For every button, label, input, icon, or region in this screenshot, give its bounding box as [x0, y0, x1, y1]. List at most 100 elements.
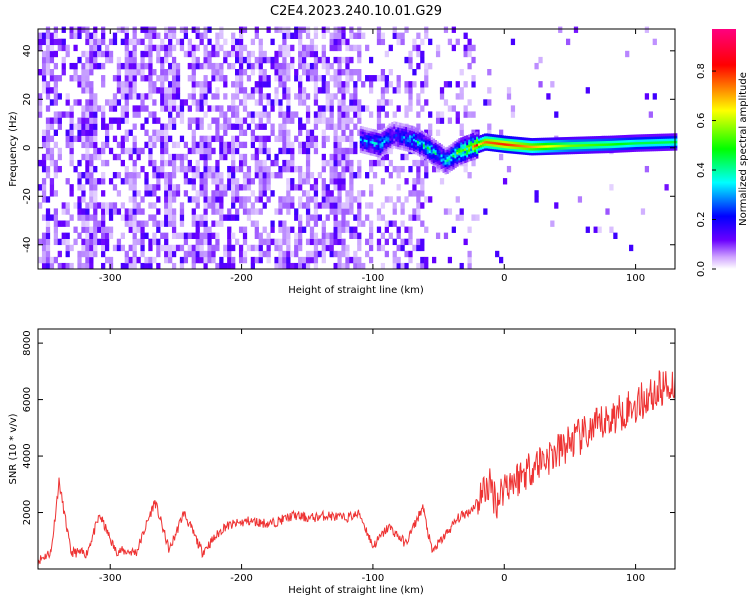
spectrogram-noise-cell [45, 214, 51, 221]
spectrogram-signal-cell [596, 143, 599, 147]
spectrogram-noise-cell [447, 256, 453, 264]
spectrogram-signal-cell [671, 135, 674, 139]
spectrogram-noise-cell [424, 226, 429, 233]
spectrogram-signal-cell [570, 151, 573, 155]
spectrogram-signal-cell [578, 143, 581, 147]
spectrogram-noise-cell [152, 159, 157, 167]
spectrogram-signal-cell [505, 150, 508, 154]
spectrogram-signal-cell [661, 136, 664, 139]
spectrogram-noise-cell [250, 256, 256, 264]
spectrogram-signal-cell [426, 158, 430, 162]
spectrogram-noise-cell [203, 87, 208, 94]
spectrogram-signal-cell [611, 140, 615, 144]
spectrogram-signal-cell [673, 135, 676, 139]
spectrogram-signal-cell [554, 139, 558, 143]
spectrogram-noise-cell [250, 87, 256, 94]
spectrogram-noise-cell [309, 232, 315, 239]
spectrogram-signal-cell [387, 125, 390, 128]
spectrogram-noise-cell [199, 99, 204, 106]
spectrogram-signal-cell [369, 142, 373, 146]
spectrogram-noise-cell [368, 165, 374, 173]
spectrogram-noise-cell [77, 81, 82, 88]
spectrogram-noise-cell [164, 250, 169, 258]
spectrogram-noise-cell [132, 250, 137, 258]
spectrogram-signal-cell [416, 147, 420, 151]
spectrogram-noise-cell [231, 62, 236, 70]
spectrogram-signal-cell [629, 146, 633, 150]
spectrogram-noise-cell [376, 159, 382, 167]
spectrogram-noise-cell [45, 87, 51, 94]
spectrogram-noise-cell [171, 226, 177, 233]
spectrogram-signal-cell [541, 142, 544, 146]
spectrogram-noise-cell [392, 238, 397, 246]
spectrogram-signal-cell [493, 148, 497, 152]
spectrogram-noise-cell [282, 135, 287, 143]
spectrogram-noise-cell [274, 26, 279, 33]
spectrogram-signal-cell [615, 137, 619, 141]
spectrogram-signal-cell [588, 143, 591, 147]
spectrogram-signal-cell [657, 136, 660, 140]
spectrogram-signal-cell [411, 125, 414, 129]
spectrogram-noise-cell [112, 208, 118, 215]
spectrogram-signal-cell [527, 147, 530, 151]
spectrogram-noise-cell [152, 172, 157, 179]
spectrogram-noise-cell [152, 44, 157, 52]
spectrogram-noise-cell [57, 93, 62, 100]
spectrogram-noise-cell [321, 232, 326, 239]
spectrogram-signal-cell [596, 136, 599, 139]
spectrogram-signal-cell [434, 142, 438, 146]
spectrogram-noise-cell [301, 62, 307, 70]
spectrogram-noise-cell [396, 262, 401, 270]
spectrogram-signal-cell [472, 154, 475, 158]
spectrogram-noise-cell [313, 250, 319, 258]
spectrogram-noise-cell [156, 244, 161, 252]
spectrogram-signal-cell [649, 134, 652, 137]
spectrogram-signal-cell [371, 145, 374, 149]
spectrogram-signal-cell [373, 153, 376, 157]
spectrogram-noise-cell [333, 56, 338, 64]
spectrogram-signal-cell [576, 141, 579, 145]
spectrogram-noise-cell [435, 111, 441, 118]
spectrogram-noise-cell [250, 202, 256, 209]
spectrogram-noise-cell [49, 178, 55, 185]
spectrogram-noise-cell [191, 87, 196, 94]
spectrogram-signal-cell [436, 156, 439, 159]
spectrogram-noise-cell [424, 256, 429, 264]
spectrogram-noise-cell [41, 81, 47, 88]
spectrogram-signal-cell [507, 138, 510, 142]
spectrogram-signal-cell [501, 140, 505, 144]
spectrogram-signal-cell [460, 144, 463, 148]
spectrogram-signal-cell [499, 139, 503, 143]
spectrogram-noise-cell [45, 38, 51, 46]
spectrogram-signal-cell [458, 159, 461, 163]
spectrogram-noise-cell [282, 117, 287, 124]
spectrogram-signal-cell [641, 136, 644, 140]
spectrogram-noise-cell [597, 226, 602, 233]
spectrogram-signal-cell [582, 146, 585, 150]
spectrogram-signal-cell [375, 129, 378, 133]
spectrogram-noise-cell [203, 178, 208, 185]
spectrogram-noise-cell [262, 184, 267, 191]
spectrogram-signal-cell [535, 150, 538, 153]
spectrogram-noise-cell [199, 147, 204, 155]
spectrogram-signal-cell [608, 145, 611, 149]
spectrogram-noise-cell [329, 196, 334, 203]
spectrogram-noise-cell [357, 244, 362, 252]
spectrogram-noise-cell [258, 87, 263, 94]
snr-y-tick-label: 2000 [22, 500, 33, 525]
spectrogram-noise-cell [38, 111, 43, 118]
spectrogram-noise-cell [112, 117, 118, 124]
spectrogram-signal-cell [657, 138, 660, 142]
spectrogram-noise-cell [124, 172, 129, 179]
spectrogram-noise-cell [140, 165, 145, 173]
spectrogram-noise-cell [81, 153, 86, 161]
spectrogram-noise-cell [301, 93, 307, 100]
spectrogram-noise-cell [357, 32, 362, 39]
spectrogram-noise-cell [61, 111, 66, 118]
spectrogram-signal-cell [655, 133, 658, 137]
spectrogram-signal-cell [576, 139, 579, 142]
spectrogram-noise-cell [341, 226, 346, 233]
spectrogram-noise-cell [120, 178, 125, 185]
spectrogram-noise-cell [101, 202, 106, 209]
spectrogram-noise-cell [231, 196, 236, 203]
